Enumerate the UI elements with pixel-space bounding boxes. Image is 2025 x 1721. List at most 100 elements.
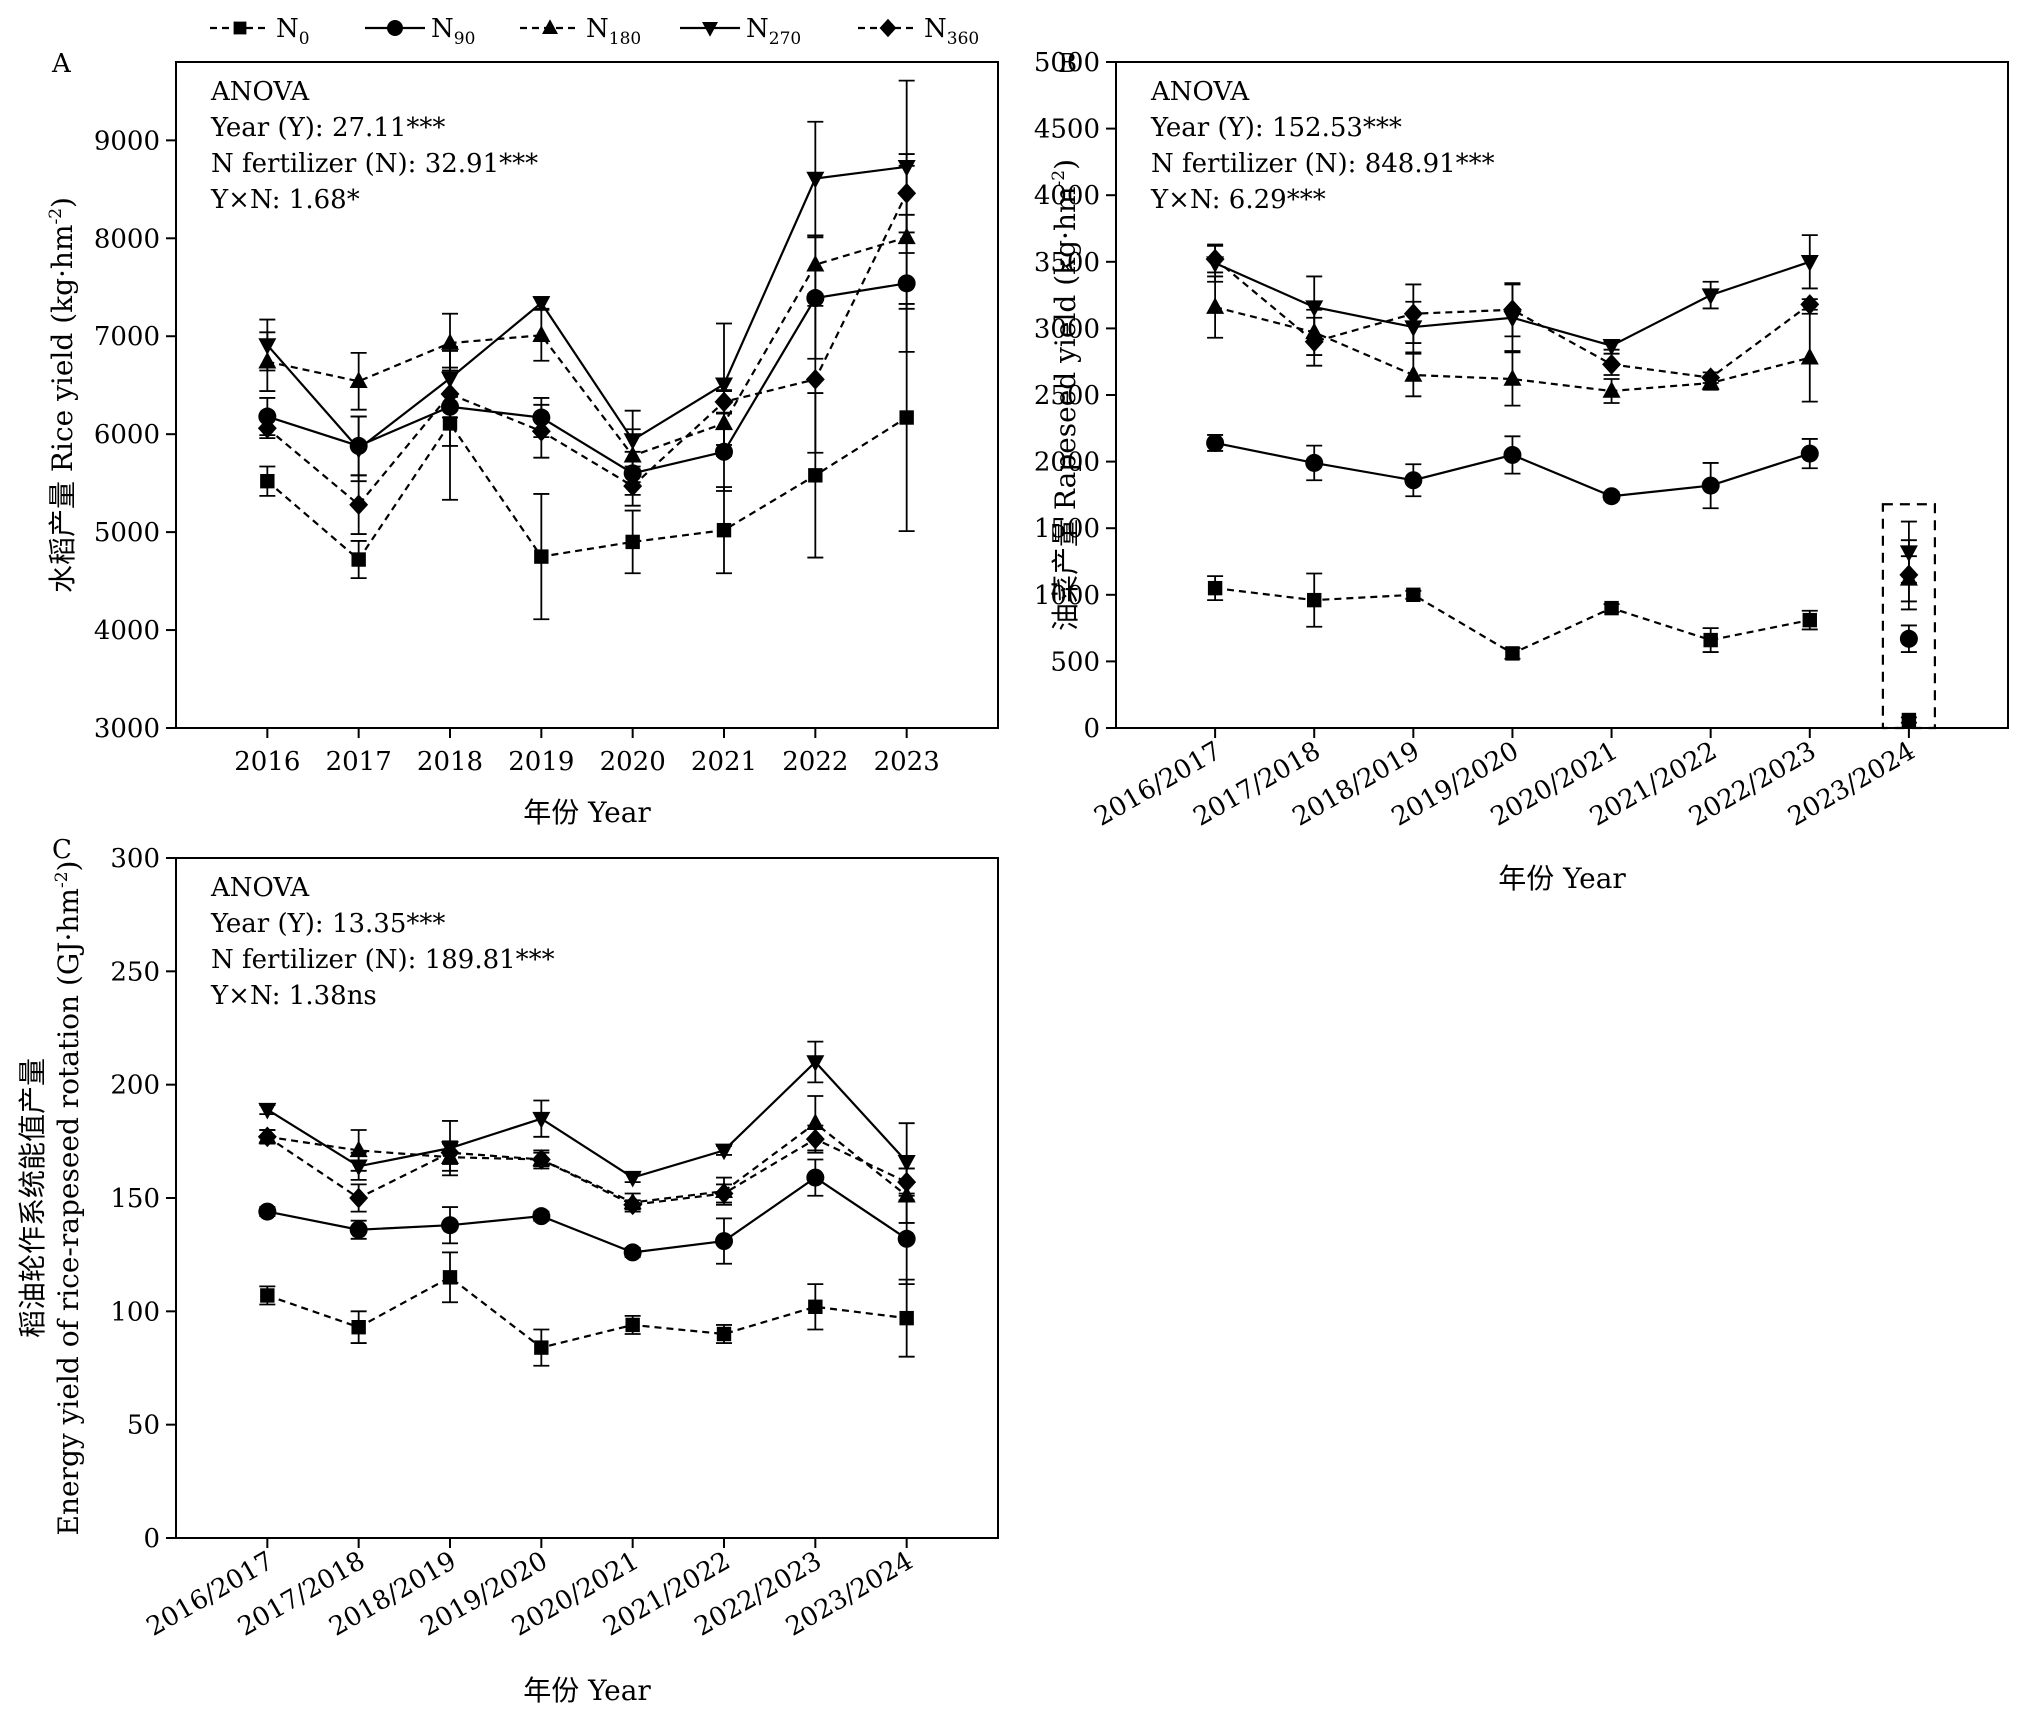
y-tick-label: 9000 (94, 126, 160, 156)
x-tick-label: 2018 (417, 747, 483, 777)
data-point (349, 371, 368, 389)
data-point (806, 1168, 825, 1187)
legend-marker-triangle-down (702, 22, 718, 37)
anova-line: Year (Y): 13.35*** (210, 909, 445, 939)
panel-A: A 3000 4000 5000 6000 7000 8000 9000 2016 2017 201… (46, 49, 999, 829)
data-point (897, 1171, 917, 1193)
data-point (1403, 303, 1423, 325)
panel-label: A (51, 49, 72, 79)
data-point (258, 338, 277, 355)
anova-line: N fertilizer (N): 848.91*** (1151, 149, 1495, 179)
anova-line: N fertilizer (N): 32.91*** (211, 149, 538, 179)
data-point (716, 522, 732, 538)
data-point (1901, 712, 1917, 728)
data-point (1899, 629, 1918, 648)
y-tick-label: 2000 (1034, 448, 1100, 478)
anova-line: Year (Y): 27.11*** (210, 113, 445, 143)
data-point (351, 552, 366, 567)
data-point (441, 1216, 459, 1235)
anova-line: N fertilizer (N): 189.81*** (211, 945, 555, 975)
data-point (257, 1126, 277, 1148)
data-point (623, 475, 643, 497)
data-point (1701, 367, 1721, 389)
data-point (715, 1232, 733, 1251)
data-point (349, 442, 368, 459)
data-point (349, 1220, 368, 1239)
panel-label: C (52, 835, 72, 865)
y-tick-label: 4000 (94, 616, 160, 646)
y-axis-title: 水稻产量 Rice yield (kg·hm-2) (46, 197, 79, 593)
x-axis-title: 年份 Year (523, 796, 651, 829)
anova-line: Y×N: 6.29*** (1150, 185, 1326, 215)
data-point (1503, 445, 1522, 464)
data-point (808, 1299, 823, 1314)
legend-marker-triangle-up (542, 19, 558, 34)
data-point (623, 1243, 642, 1262)
y-tick-label: 0 (143, 1524, 160, 1554)
data-point (1802, 612, 1817, 628)
data-point (808, 468, 823, 483)
series-line (1214, 587, 1810, 655)
y-tick-label: 100 (110, 1297, 160, 1327)
data-point (623, 433, 642, 450)
data-point (1404, 471, 1423, 490)
data-point (349, 1187, 369, 1209)
data-point (1304, 331, 1324, 353)
y-axis-title: Energy yield of rice-rapeseed rotation (… (52, 861, 85, 1536)
data-point (625, 1317, 640, 1333)
data-point (1505, 646, 1520, 661)
data-point (1800, 347, 1819, 365)
data-point (440, 383, 460, 405)
y-tick-label: 5000 (1034, 48, 1100, 78)
series-line (266, 1276, 907, 1349)
series-N0 (259, 303, 915, 621)
data-point (1602, 487, 1621, 506)
data-point (1406, 587, 1421, 602)
legend-item-N180: N180 (520, 14, 641, 49)
series-line (266, 165, 907, 451)
legend-label: N360 (924, 14, 979, 49)
data-point (806, 1055, 825, 1072)
legend: N0 N90 N180 N270 N360 (210, 14, 979, 49)
legend-label: N270 (746, 14, 801, 49)
legend-marker-square (233, 21, 247, 35)
anova-line: ANOVA (1150, 77, 1250, 107)
data-point (440, 1142, 460, 1164)
legend-label: N90 (431, 14, 475, 49)
x-axis-title: 年份 Year (523, 1674, 651, 1707)
series-line (267, 236, 907, 458)
data-point (1701, 288, 1720, 305)
legend-item-N360: N360 (858, 14, 979, 49)
data-point (534, 549, 549, 564)
x-tick-label: 2023 (874, 747, 940, 777)
data-point (716, 1326, 732, 1342)
y-tick-label: 300 (110, 844, 160, 874)
data-point (714, 391, 734, 413)
data-point (1899, 564, 1919, 586)
series-N360 (1205, 244, 1919, 611)
legend-label: N180 (586, 14, 641, 49)
data-point (258, 1202, 277, 1221)
data-point (1701, 476, 1720, 495)
data-point (899, 1310, 914, 1326)
data-point (714, 1183, 734, 1204)
legend-marker-circle (387, 20, 403, 36)
data-point (442, 1270, 458, 1285)
legend-label: N0 (276, 14, 310, 49)
data-point (1703, 632, 1718, 648)
anova-block: ANOVA Year (Y): 13.35*** N fertilizer (N):… (210, 873, 555, 1011)
y-axis-title: 油菜产量 Rapeseed yield (kg·hm-2) (1049, 159, 1082, 631)
y-tick-label: 200 (110, 1071, 160, 1101)
series-line (266, 282, 907, 475)
data-point (897, 1154, 916, 1172)
legend-item-N270: N270 (680, 14, 801, 49)
data-point (1800, 294, 1820, 315)
panel-B: B 0 500 1000 1500 2000 2500 3000 3500 4000 4500 500… (1034, 48, 2009, 895)
x-tick-label: 2019 (508, 747, 574, 777)
data-point (1404, 365, 1423, 382)
data-point (1206, 433, 1225, 452)
data-point (897, 182, 917, 204)
x-tick-label: 2016 (234, 747, 300, 777)
data-point (1602, 381, 1621, 398)
data-point (899, 410, 914, 425)
